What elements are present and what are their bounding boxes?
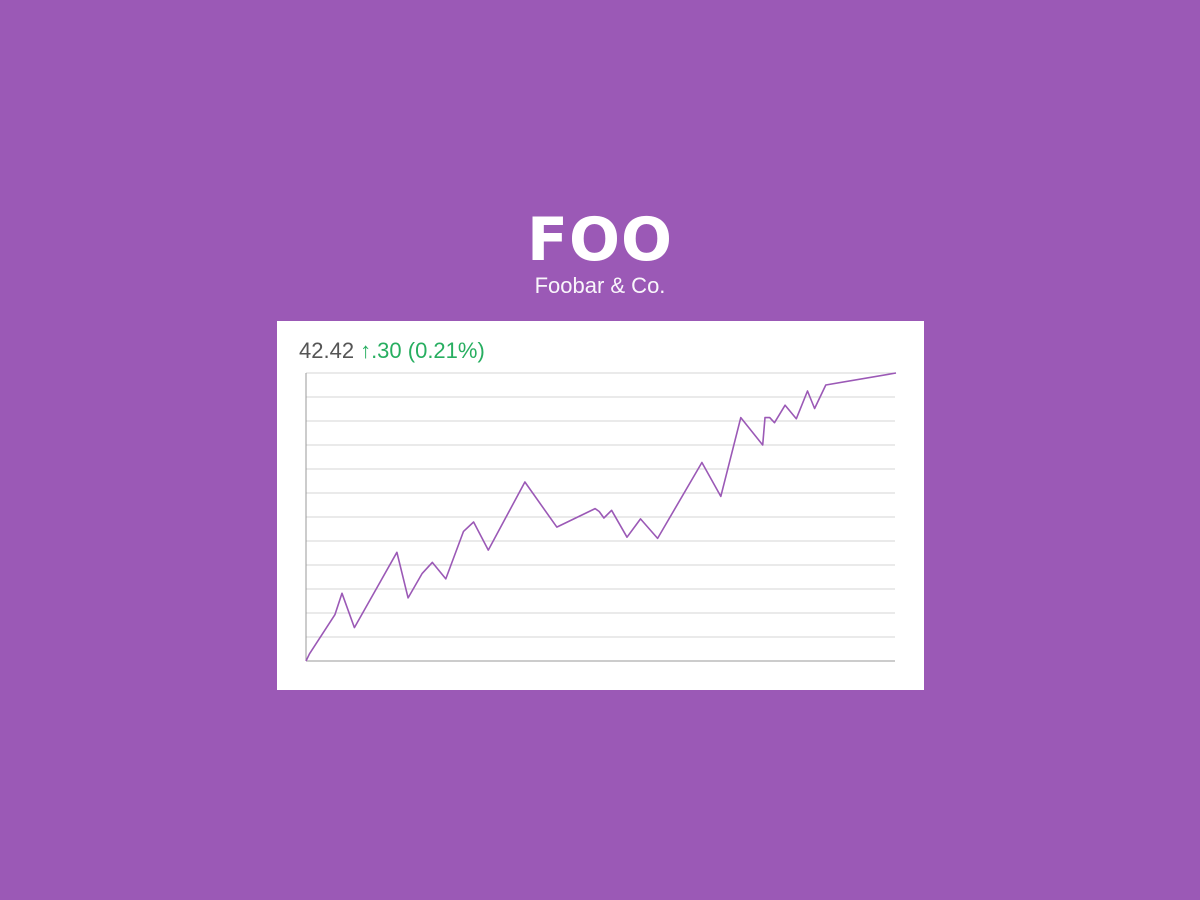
series-line-0 — [305, 372, 897, 662]
chart-series — [305, 372, 897, 662]
chart-grid — [306, 372, 895, 662]
price-change: ↑.30 (0.21%) — [360, 338, 485, 363]
chart-card: 42.42 ↑.30 (0.21%) — [277, 321, 924, 690]
ticker-symbol: FOO — [527, 205, 673, 275]
price-chart — [305, 372, 897, 662]
up-arrow-icon: ↑ — [360, 338, 372, 363]
header: FOO Foobar & Co. — [0, 205, 1200, 299]
price-change-value: .30 (0.21%) — [371, 338, 485, 363]
company-name: Foobar & Co. — [534, 273, 666, 298]
quote-line: 42.42 ↑.30 (0.21%) — [299, 337, 485, 365]
stock-price: 42.42 — [299, 338, 355, 363]
